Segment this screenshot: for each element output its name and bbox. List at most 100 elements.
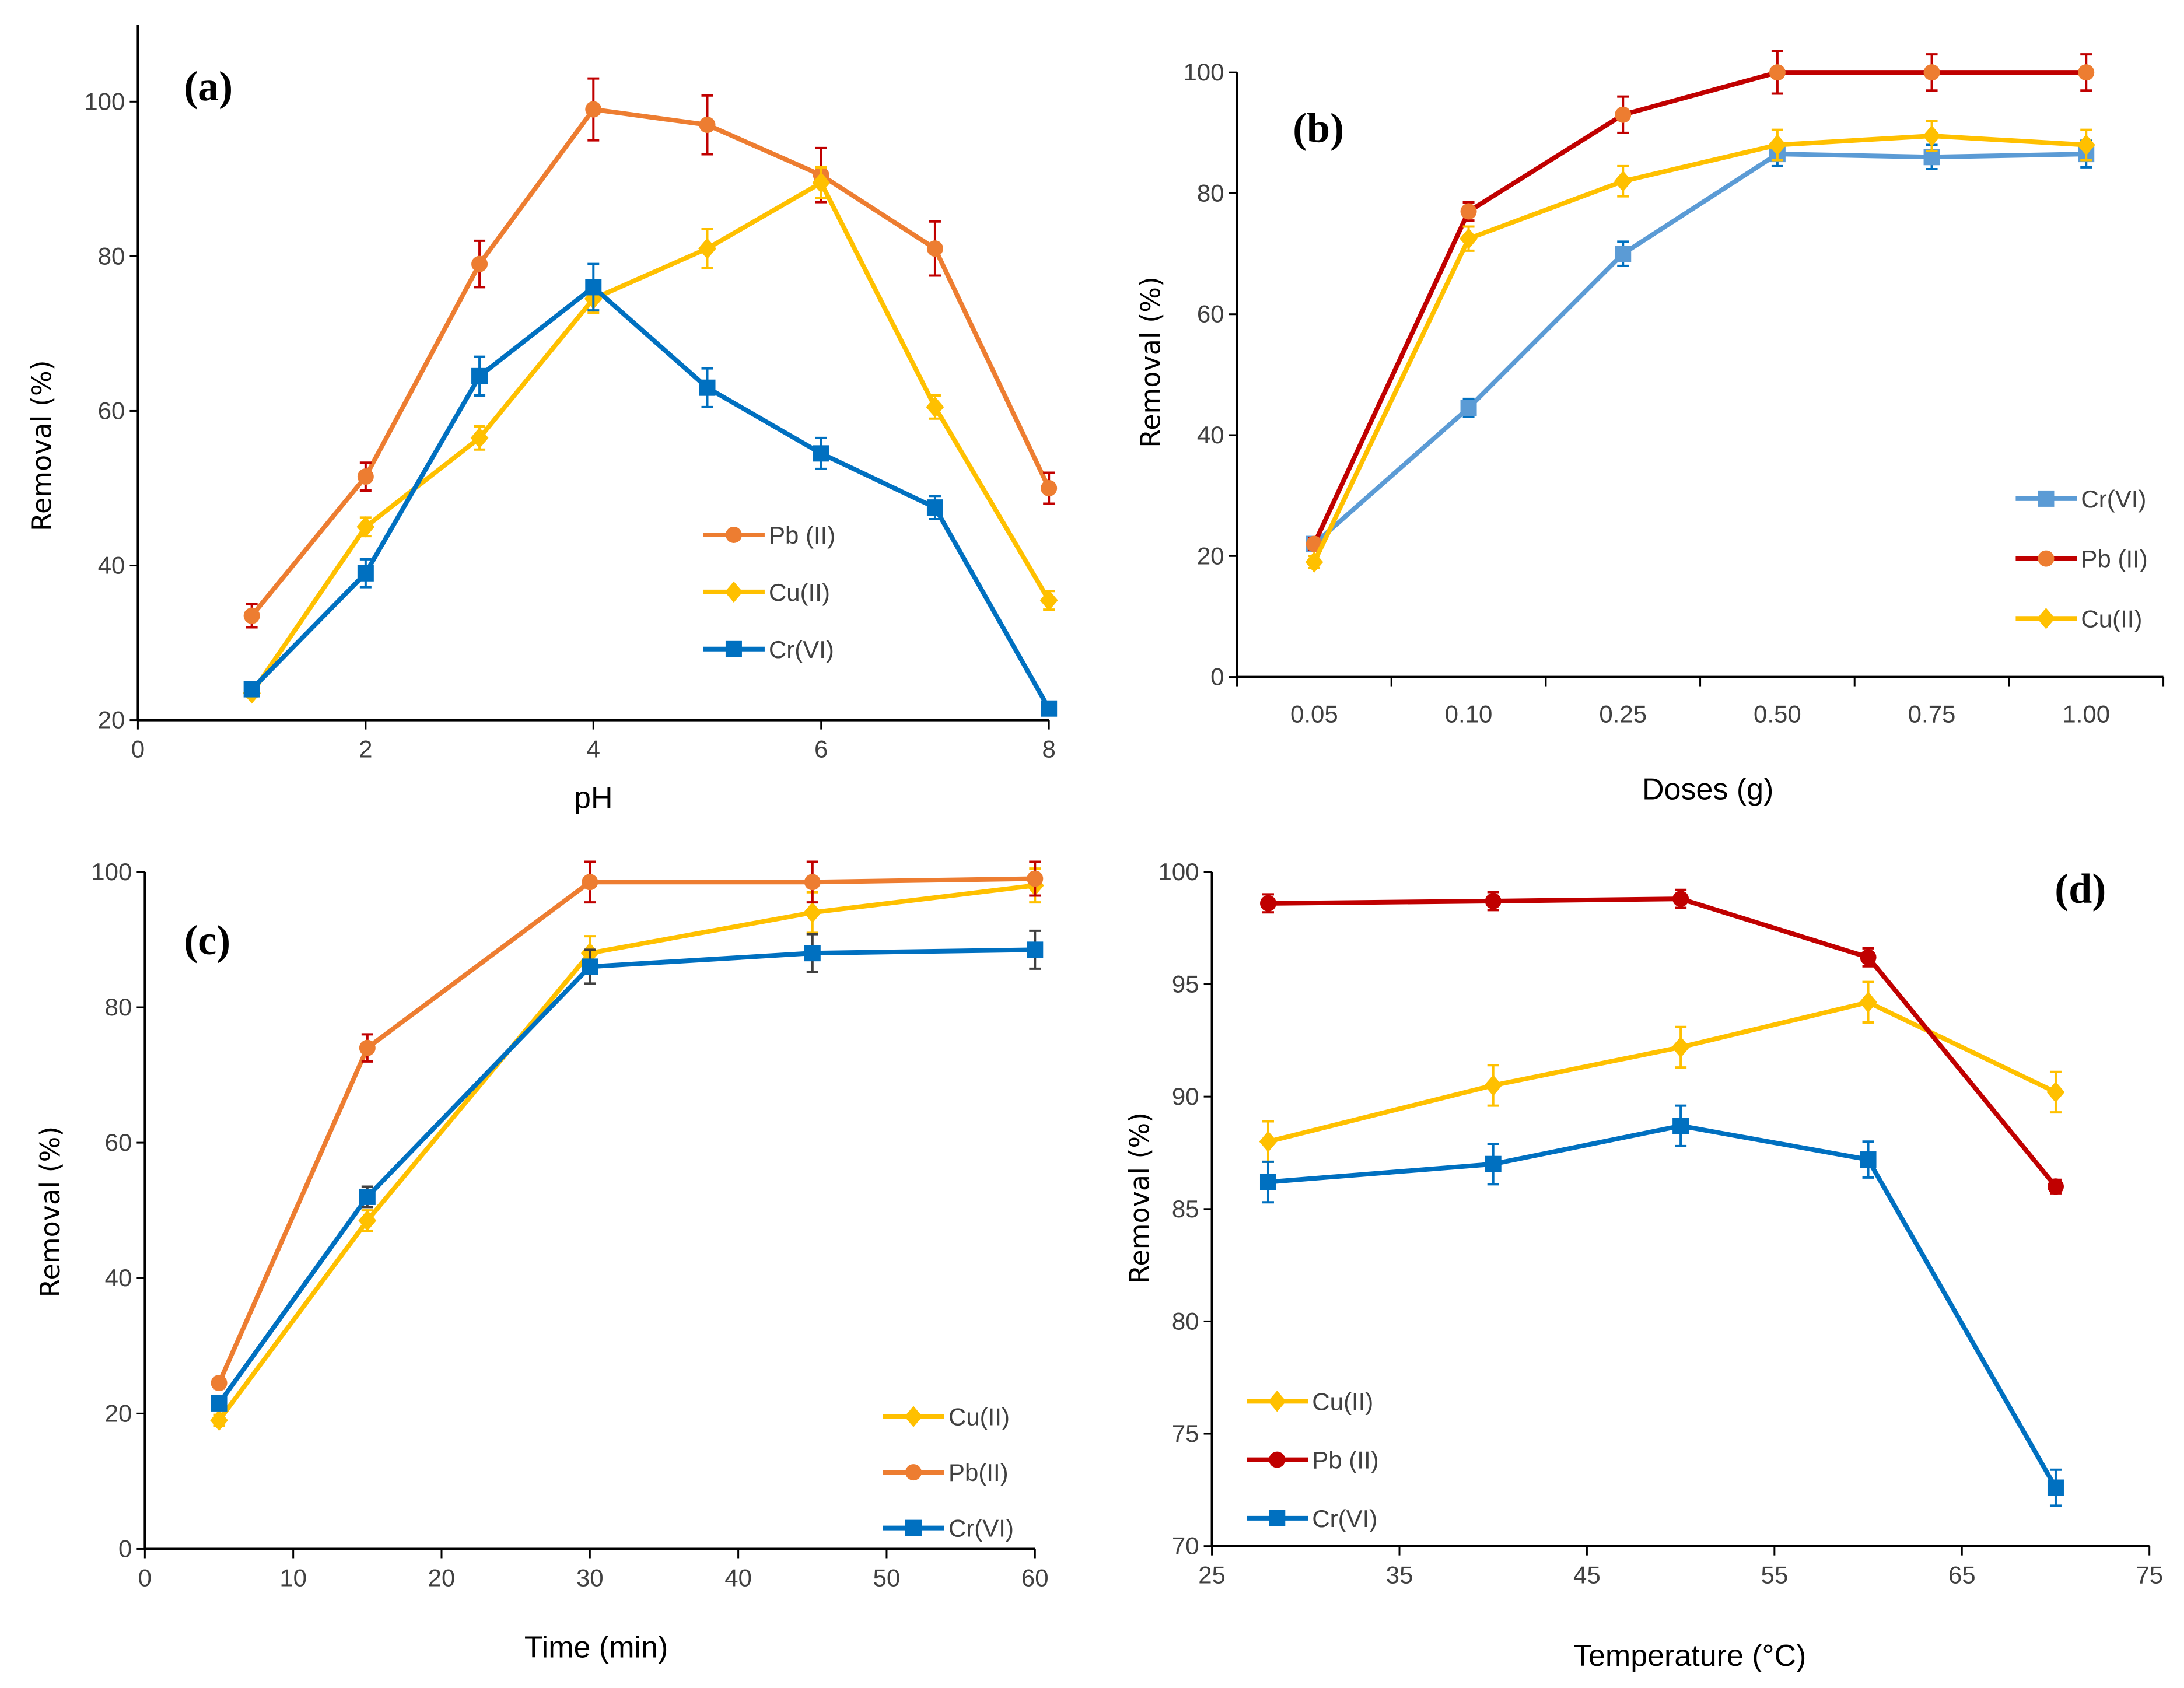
data-point (2046, 1081, 2065, 1103)
x-tick-label: 30 (576, 1564, 604, 1591)
data-point (1305, 551, 1324, 573)
data-point (243, 607, 260, 624)
legend-marker (2038, 550, 2054, 567)
data-point (357, 565, 374, 582)
legend-label: Pb (II) (1312, 1447, 1378, 1474)
data-point (1041, 479, 1058, 496)
data-point (1484, 1074, 1503, 1097)
y-tick-label: 75 (1172, 1420, 1199, 1447)
y-tick-label: 100 (91, 858, 132, 885)
y-tick-label: 20 (105, 1399, 132, 1427)
legend-item: Cu(II) (2015, 605, 2142, 632)
legend-marker (725, 640, 742, 657)
panel-label: (a) (184, 63, 233, 110)
panel-label: (b) (1293, 105, 1344, 152)
series-line (1268, 1123, 2058, 1489)
legend-marker (1269, 1451, 1286, 1468)
x-tick-label: 75 (2136, 1561, 2163, 1589)
x-tick-label: 10 (279, 1564, 307, 1591)
data-point (210, 1409, 228, 1431)
y-axis-label: Removal (%) (34, 1126, 66, 1298)
x-tick-label: 25 (1198, 1561, 1226, 1589)
x-tick-label: 0.75 (1908, 701, 1956, 728)
series-pbii (243, 77, 1058, 629)
series-line (217, 947, 1035, 1405)
y-axis-label: Removal (%) (1124, 1112, 1155, 1284)
data-point (926, 396, 944, 418)
data-point (1460, 400, 1477, 416)
data-point (1259, 895, 1276, 912)
x-axis-label: Time (min) (524, 1631, 668, 1665)
series-crvi (211, 929, 1044, 1412)
legend-marker (725, 526, 742, 543)
y-tick-label: 40 (98, 552, 125, 579)
data-point (1485, 1155, 1502, 1172)
data-point (1923, 125, 1941, 147)
series-crvi (243, 262, 1058, 717)
data-point (2077, 134, 2095, 156)
panel-label: (d) (2054, 866, 2106, 912)
x-tick-label: 0.50 (1754, 701, 1801, 728)
x-axis-label: pH (574, 781, 612, 815)
data-point (2047, 1479, 2064, 1496)
data-point (1615, 106, 1632, 123)
y-axis-label: Removal (%) (1135, 276, 1166, 448)
data-point (471, 367, 488, 384)
data-point (926, 499, 943, 516)
data-point (1860, 949, 1877, 966)
x-tick-label: 0 (138, 1564, 152, 1591)
legend-marker (2038, 490, 2054, 507)
legend-marker (1269, 1510, 1286, 1526)
data-point (812, 172, 831, 194)
y-tick-label: 40 (105, 1264, 132, 1291)
data-point (698, 237, 716, 260)
y-tick-label: 80 (105, 993, 132, 1021)
chart-panel-d: 70 75 80 85 90 95 100 25 35 45 55 65 75 (d) Temperatur… (1124, 858, 2163, 1673)
series-cuii (243, 166, 1058, 704)
data-point (359, 1188, 376, 1205)
data-point (358, 1210, 377, 1231)
data-point (1460, 227, 1478, 250)
x-axis-label: Temperature (°C) (1573, 1639, 1806, 1673)
x-tick-label: 8 (1042, 736, 1055, 763)
series-line (1312, 133, 2087, 563)
data-point (470, 427, 489, 449)
series-crvi (1259, 1104, 2064, 1507)
series-line (1312, 152, 2087, 546)
x-tick-label: 6 (814, 736, 828, 763)
data-point (357, 468, 374, 485)
y-tick-label: 80 (98, 242, 125, 269)
y-tick-label: 70 (1172, 1532, 1199, 1560)
data-point (582, 958, 598, 975)
data-point (2078, 64, 2095, 81)
data-point (804, 874, 821, 891)
chart-panel-c: 0 20 40 60 80 100 0 10 20 30 40 50 60 (c) Time (min) Re… (34, 858, 1049, 1665)
y-tick-label: 80 (1172, 1307, 1199, 1335)
x-tick-label: 0 (131, 736, 145, 763)
legend-item: Cu(II) (883, 1403, 1010, 1431)
data-point (211, 1395, 228, 1412)
y-tick-label: 100 (1158, 858, 1199, 885)
legend-marker (724, 581, 743, 603)
legend-label: Pb (II) (769, 521, 835, 549)
data-point (582, 874, 598, 891)
legend-label: Pb (II) (2081, 545, 2147, 573)
y-tick-label: 85 (1172, 1195, 1199, 1223)
y-tick-label: 0 (1210, 663, 1224, 691)
data-point (1027, 870, 1044, 887)
data-point (1614, 170, 1632, 192)
x-tick-label: 20 (428, 1564, 456, 1591)
series-line (250, 107, 1051, 618)
series-pbii (211, 860, 1044, 1392)
x-tick-label: 55 (1760, 1561, 1788, 1589)
data-point (1259, 1174, 1276, 1190)
legend-item: Pb (II) (2015, 545, 2148, 573)
legend-label: Pb(II) (949, 1459, 1009, 1486)
legend-label: Cr(VI) (2081, 485, 2146, 513)
series-line (216, 876, 1035, 1384)
y-tick-label: 80 (1197, 179, 1224, 206)
series-pbii (1306, 50, 2095, 552)
series-cuii (1259, 980, 2065, 1163)
legend-item: Cr(VI) (883, 1515, 1014, 1542)
data-point (1769, 64, 1786, 81)
